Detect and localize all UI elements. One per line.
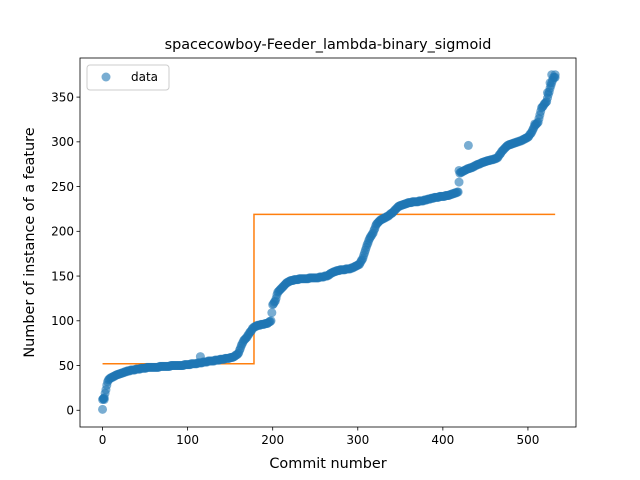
data-point xyxy=(543,88,552,97)
data-point xyxy=(546,78,555,87)
y-tick-label: 250 xyxy=(51,180,74,194)
x-tick-label: 0 xyxy=(99,433,107,447)
legend-marker-data xyxy=(102,73,111,82)
x-tick-label: 500 xyxy=(516,433,539,447)
y-tick-label: 150 xyxy=(51,269,74,283)
data-point xyxy=(530,119,539,128)
y-tick-label: 350 xyxy=(51,90,74,104)
y-tick-label: 300 xyxy=(51,135,74,149)
y-tick-label: 0 xyxy=(66,404,74,418)
legend-label-data: data xyxy=(131,70,158,84)
x-tick-label: 300 xyxy=(346,433,369,447)
data-point xyxy=(455,166,464,175)
data-point xyxy=(100,395,109,404)
chart-title: spacecowboy-Feeder_lambda-binary_sigmoid xyxy=(165,37,492,53)
data-point xyxy=(454,187,463,196)
data-point xyxy=(267,308,276,317)
y-axis-label: Number of instance of a feature xyxy=(22,127,38,357)
data-point xyxy=(196,352,205,361)
data-point xyxy=(455,178,464,187)
legend: data xyxy=(87,65,169,90)
x-axis-label: Commit number xyxy=(269,456,386,472)
y-tick-label: 50 xyxy=(59,359,74,373)
data-point xyxy=(98,405,107,414)
data-point xyxy=(266,316,275,325)
data-point xyxy=(464,141,473,150)
x-tick-label: 100 xyxy=(176,433,199,447)
y-tick-label: 100 xyxy=(51,314,74,328)
y-tick-label: 200 xyxy=(51,225,74,239)
x-tick-label: 400 xyxy=(431,433,454,447)
data-point xyxy=(551,70,560,79)
x-tick-label: 200 xyxy=(261,433,284,447)
